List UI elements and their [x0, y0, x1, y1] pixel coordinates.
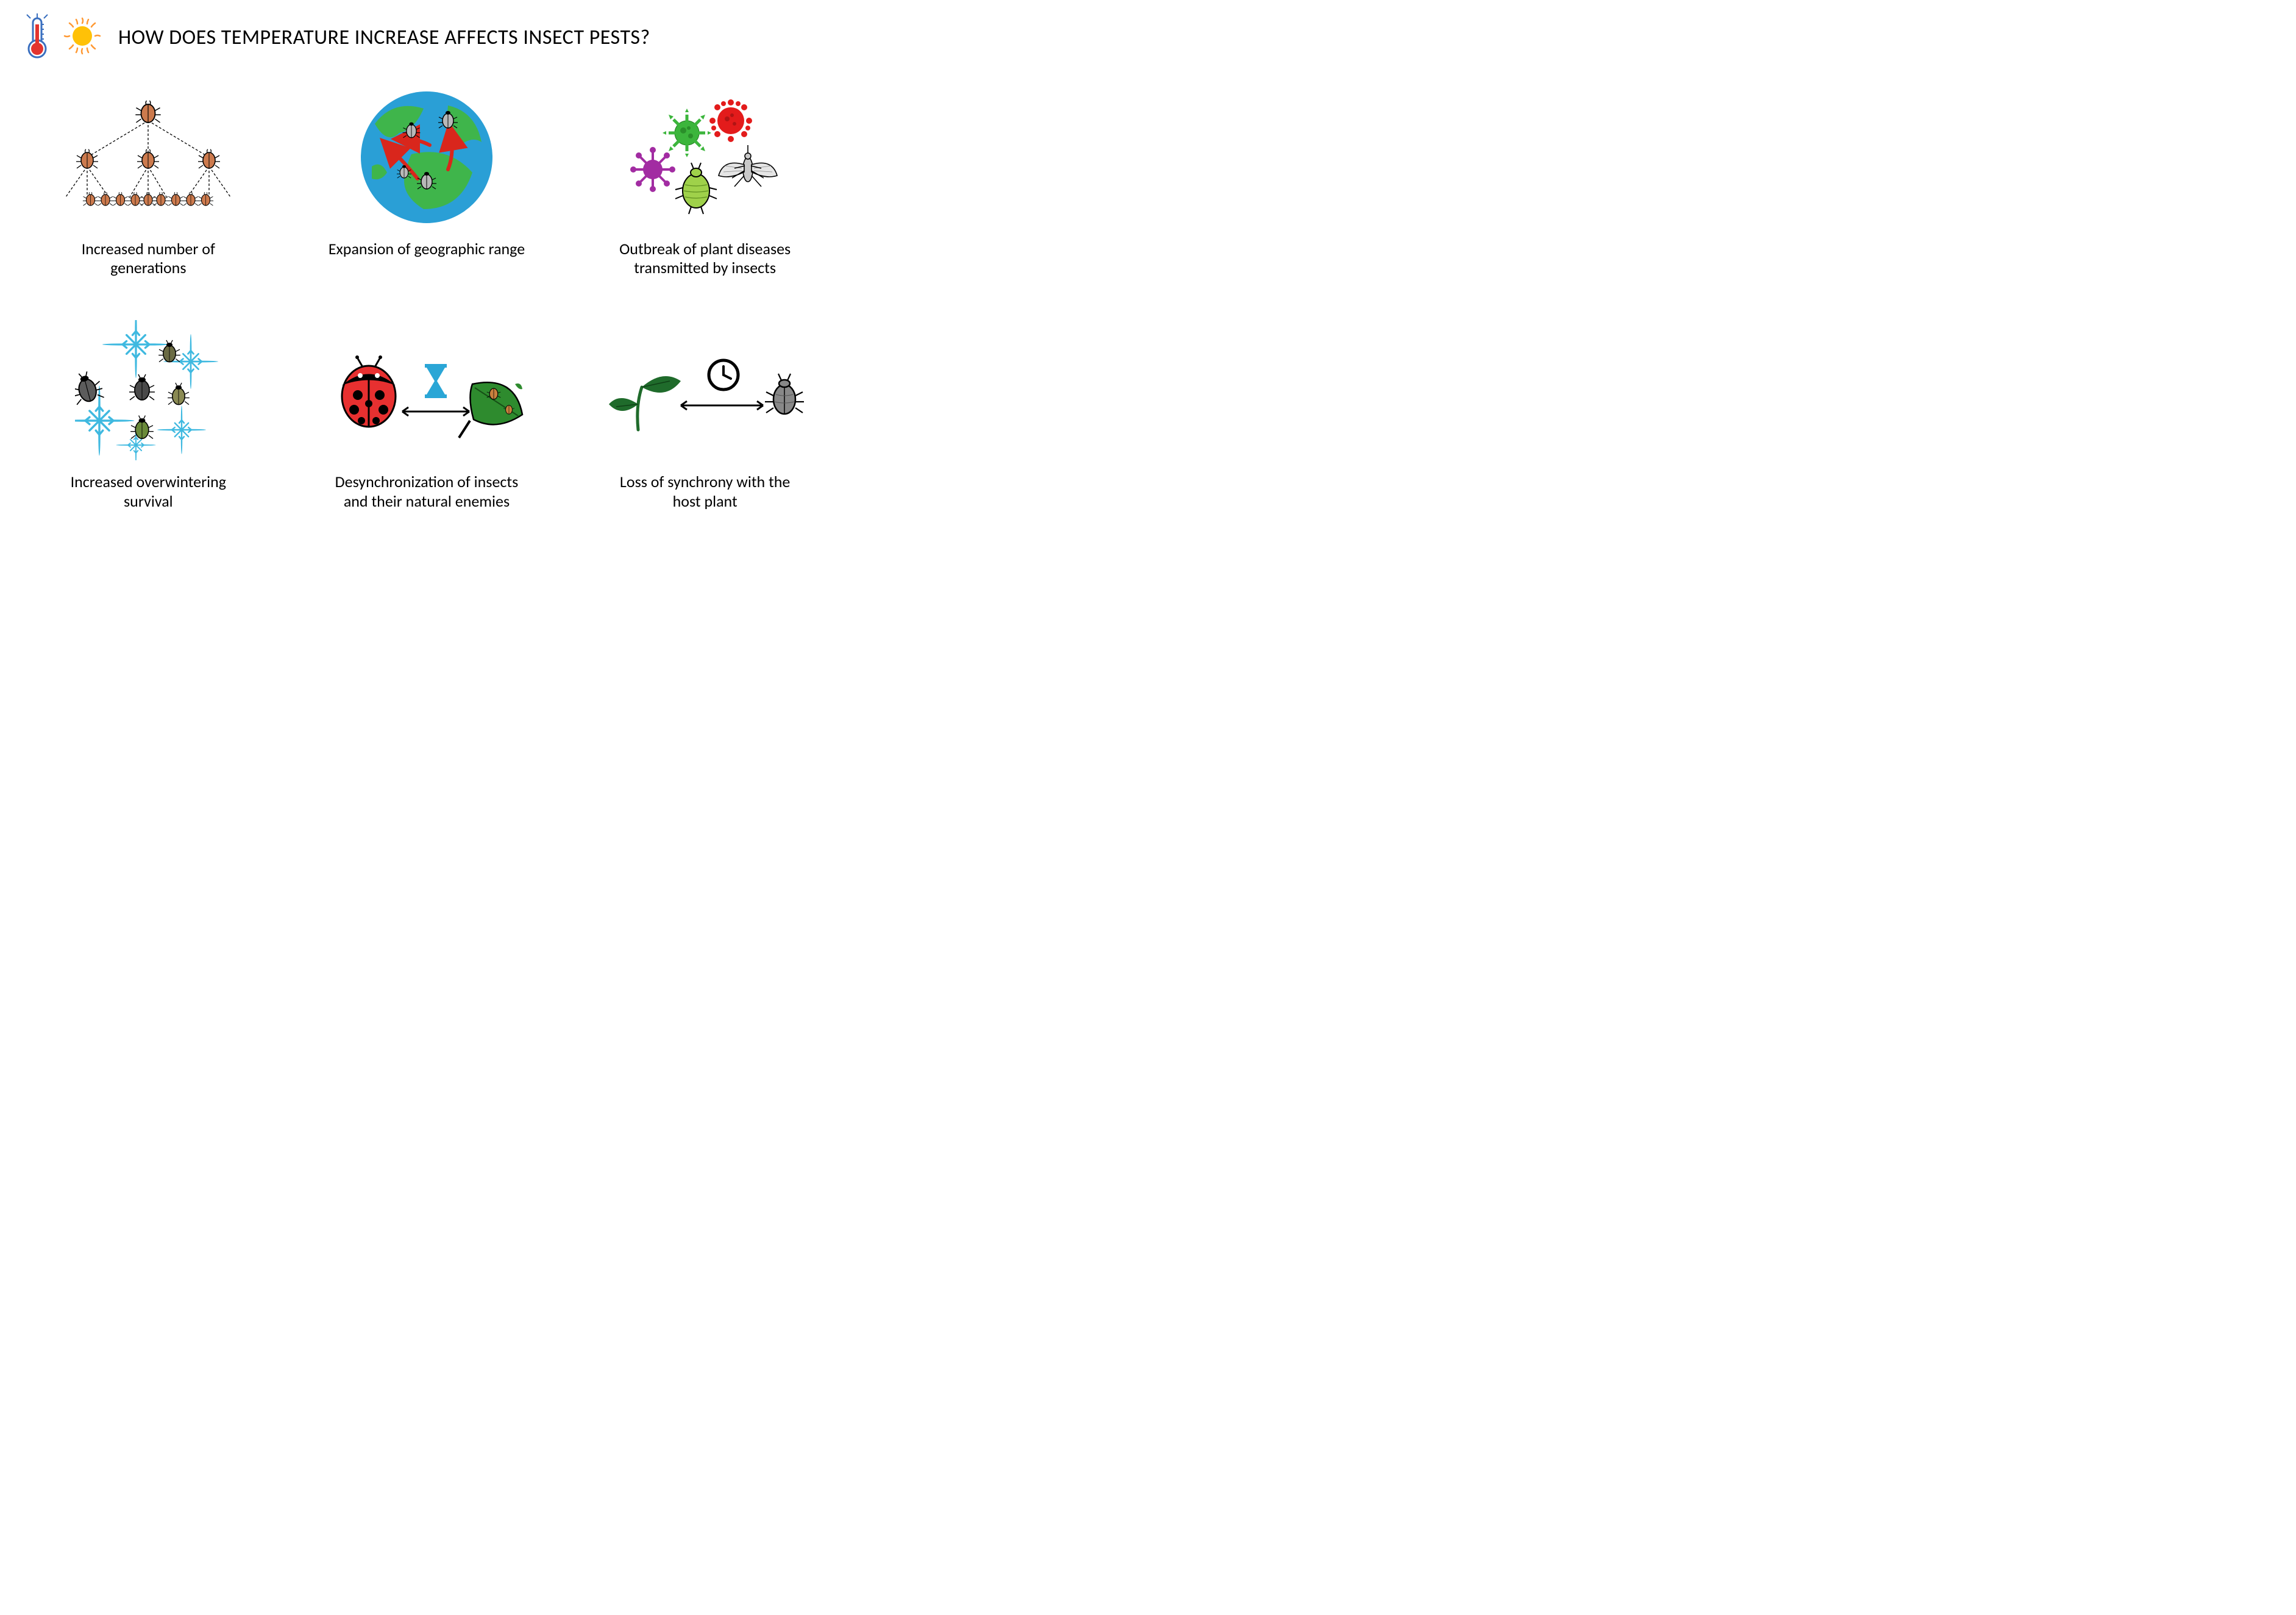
caption-geographic: Expansion of geographic range [329, 240, 525, 258]
sun-icon [61, 15, 104, 60]
panel-generations: Increased number of generations [18, 87, 279, 277]
panel-desync-enemies: Desynchronization of insects and their n… [297, 320, 557, 510]
diseases-icon [626, 87, 784, 227]
caption-generations: Increased number of generations [48, 240, 249, 277]
panel-diseases: Outbreak of plant diseases transmitted b… [575, 87, 835, 277]
desync-enemies-icon [326, 320, 527, 460]
panel-sync-host: Loss of synchrony with the host plant [575, 320, 835, 510]
caption-desync-enemies: Desynchronization of insects and their n… [326, 472, 527, 510]
overwintering-icon [75, 320, 221, 460]
caption-diseases: Outbreak of plant diseases transmitted b… [605, 240, 806, 277]
generations-icon [44, 87, 252, 227]
header: HOW DOES TEMPERATURE INCREASE AFFECTS IN… [18, 12, 835, 63]
thermometer-icon [22, 12, 52, 63]
caption-sync-host: Loss of synchrony with the host plant [605, 472, 806, 510]
panel-overwintering: Increased overwintering survival [18, 320, 279, 510]
panel-grid: Increased number of generations [18, 87, 835, 511]
page-title: HOW DOES TEMPERATURE INCREASE AFFECTS IN… [118, 25, 650, 50]
panel-geographic: Expansion of geographic range [297, 87, 557, 277]
sync-host-icon [605, 320, 806, 460]
caption-overwintering: Increased overwintering survival [48, 472, 249, 510]
globe-icon [357, 87, 497, 227]
